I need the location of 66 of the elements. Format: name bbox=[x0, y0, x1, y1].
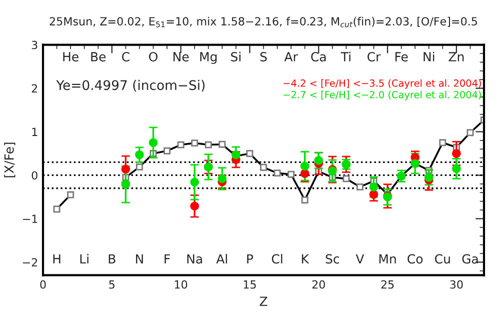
y-tick-label: 0 bbox=[32, 171, 38, 180]
point bbox=[121, 164, 130, 174]
point bbox=[452, 164, 461, 174]
annotation: Ni bbox=[424, 52, 434, 62]
annotation: Ti bbox=[340, 52, 350, 62]
annotation: Mn bbox=[379, 254, 396, 264]
point bbox=[148, 138, 158, 148]
point bbox=[369, 190, 378, 199]
chart-title: 25Msun, Z=0.02, E$_{51}$=10, mix 1.58−2.16, f=0.23, M$_{cut}$(fin)=2.03, [O/Fe]=0.5 bbox=[50, 16, 477, 28]
annotation: Cr bbox=[368, 52, 381, 62]
annotation: Cu bbox=[435, 254, 450, 264]
annotation: C bbox=[122, 52, 130, 62]
annotation: Ar bbox=[284, 52, 298, 62]
annotation: S bbox=[260, 52, 267, 62]
annotation: Mg bbox=[200, 52, 217, 64]
annotation: N bbox=[136, 254, 143, 264]
annotation: Co bbox=[408, 254, 423, 264]
x-tick-label: 0 bbox=[40, 280, 46, 289]
annotation: Al bbox=[216, 254, 227, 264]
annotation: Sc bbox=[326, 254, 340, 264]
annotation: Ye=0.4997 (incom−Si) bbox=[56, 80, 205, 92]
annotation: Na bbox=[187, 254, 202, 264]
y-tick-label: 1 bbox=[32, 128, 38, 136]
annotation: V bbox=[356, 254, 364, 264]
point bbox=[300, 162, 310, 170]
point bbox=[300, 169, 310, 178]
annotation: K bbox=[302, 254, 310, 264]
point bbox=[314, 156, 324, 165]
annotation: Ga bbox=[462, 254, 478, 264]
annotation: He bbox=[63, 52, 78, 62]
annotation: H bbox=[53, 254, 60, 264]
annotation: Si bbox=[231, 52, 240, 62]
x-tick-label: 20 bbox=[312, 280, 325, 289]
x-tick-label: 30 bbox=[450, 280, 463, 289]
y-axis-title: [X/Fe] bbox=[4, 142, 16, 178]
annotation: Ca bbox=[311, 52, 326, 62]
annotation: Ne bbox=[174, 52, 189, 62]
point bbox=[424, 172, 434, 182]
y-tick-label: −1 bbox=[22, 214, 38, 223]
point bbox=[369, 182, 378, 192]
annotation: P bbox=[247, 254, 254, 264]
point bbox=[190, 178, 199, 187]
annotation: B bbox=[108, 254, 116, 264]
x-tick-label: 25 bbox=[381, 280, 394, 289]
x-tick-label: 5 bbox=[109, 280, 114, 289]
y-tick-label: 2 bbox=[32, 84, 38, 92]
annotation: Be bbox=[91, 52, 106, 62]
annotation: Fe bbox=[395, 52, 408, 62]
point bbox=[190, 202, 199, 210]
annotation: Li bbox=[80, 254, 88, 264]
text: −4.2 < [Fe/H] <−3.5 (Cayrel et al. 2004) bbox=[284, 79, 481, 89]
x-tick-label: 10 bbox=[174, 280, 188, 289]
point bbox=[135, 150, 144, 160]
y-tick-label: 3 bbox=[32, 40, 38, 50]
point bbox=[218, 174, 227, 184]
annotation: Cl bbox=[272, 254, 282, 264]
y-tick-label: −2 bbox=[22, 258, 38, 266]
point bbox=[452, 149, 461, 158]
point bbox=[232, 150, 240, 160]
text: −2.7 < [Fe/H] <−2.0 (Cayrel et al. 2004) bbox=[284, 90, 481, 100]
x-tick-label: 15 bbox=[244, 280, 256, 289]
point bbox=[121, 180, 130, 189]
annotation: Zn bbox=[448, 52, 464, 62]
x-axis-title: Z bbox=[260, 296, 268, 306]
annotation: F bbox=[164, 254, 170, 264]
annotation: O bbox=[149, 52, 158, 62]
